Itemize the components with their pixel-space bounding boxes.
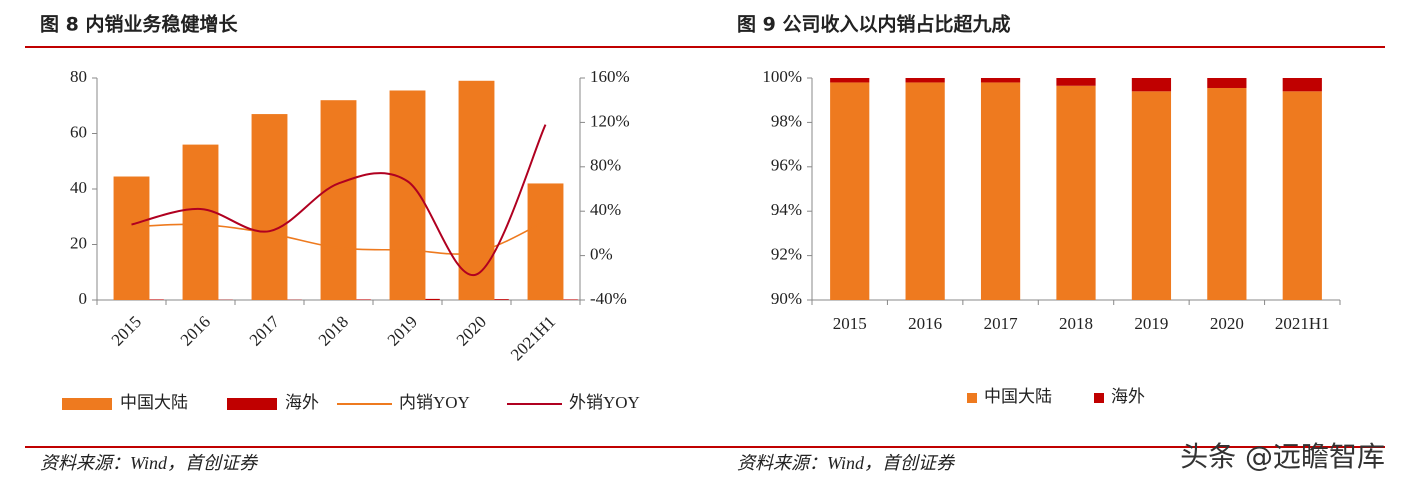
bar-segment <box>830 78 869 82</box>
bar <box>356 299 370 300</box>
y-tick-label: 94% <box>771 200 802 219</box>
legend-swatch <box>227 398 277 410</box>
y2-tick-label: 120% <box>590 111 630 130</box>
legend-label: 海外 <box>285 393 319 412</box>
legend-swatch <box>967 393 977 403</box>
y2-tick-label: 40% <box>590 200 621 219</box>
chart-title: 图 9 公司收入以内销占比超九成 <box>737 13 1010 36</box>
bar-segment <box>1207 88 1246 300</box>
y-tick-label: 96% <box>771 156 802 175</box>
x-tick-label: 2016 <box>177 312 214 349</box>
y2-tick-label: 0% <box>590 245 613 264</box>
bar <box>183 145 219 300</box>
bar <box>252 114 288 300</box>
bar-segment <box>981 78 1020 82</box>
legend-label: 中国大陆 <box>984 387 1052 406</box>
y-tick-label: 0 <box>79 289 88 308</box>
y-tick-label: 40 <box>70 178 87 197</box>
y-tick-label: 98% <box>771 111 802 130</box>
bar <box>459 81 495 300</box>
legend-label: 海外 <box>1111 387 1145 406</box>
x-tick-label: 2018 <box>1059 314 1093 333</box>
bar-segment <box>1283 91 1322 300</box>
bar-segment <box>1207 78 1246 88</box>
x-tick-label: 2020 <box>1210 314 1244 333</box>
bar-segment <box>1056 86 1095 300</box>
bar <box>528 183 564 300</box>
legend-label: 中国大陆 <box>120 393 188 412</box>
bar <box>494 299 508 300</box>
x-tick-label: 2016 <box>908 314 942 333</box>
y-tick-label: 100% <box>762 67 802 86</box>
y-tick-label: 20 <box>70 233 87 252</box>
x-tick-label: 2020 <box>453 312 490 349</box>
y2-tick-label: 160% <box>590 67 630 86</box>
bar <box>149 299 163 300</box>
bar <box>425 299 439 300</box>
x-tick-label: 2015 <box>833 314 867 333</box>
bar-segment <box>906 82 945 300</box>
bar <box>114 177 150 300</box>
source: 资料来源：Wind，首创证券 <box>40 453 259 473</box>
legend-label: 内销YOY <box>399 393 470 412</box>
bar-segment <box>830 82 869 300</box>
bar-segment <box>906 78 945 82</box>
bar-segment <box>1132 91 1171 300</box>
y2-tick-label: -40% <box>590 289 627 308</box>
x-tick-label: 2019 <box>1134 314 1168 333</box>
y-tick-label: 80 <box>70 67 87 86</box>
bar-segment <box>1283 78 1322 91</box>
x-tick-label: 2021H1 <box>507 312 559 364</box>
bar-segment <box>981 82 1020 300</box>
y2-tick-label: 80% <box>590 156 621 175</box>
y-tick-label: 60 <box>70 122 87 141</box>
x-tick-label: 2017 <box>984 314 1019 333</box>
bar <box>563 299 577 300</box>
chart-title: 图 8 内销业务稳健增长 <box>40 13 238 36</box>
x-tick-label: 2017 <box>246 312 284 350</box>
legend-swatch <box>62 398 112 410</box>
bar-segment <box>1132 78 1171 91</box>
x-tick-label: 2018 <box>315 312 352 349</box>
x-tick-label: 2021H1 <box>1275 314 1330 333</box>
y-tick-label: 92% <box>771 245 802 264</box>
watermark: 头条 @远瞻智库 <box>1180 440 1385 473</box>
y-tick-label: 90% <box>771 289 802 308</box>
legend-label: 外销YOY <box>569 393 640 412</box>
x-tick-label: 2015 <box>108 312 145 349</box>
source: 资料来源：Wind，首创证券 <box>737 453 956 473</box>
bar-segment <box>1056 78 1095 86</box>
x-tick-label: 2019 <box>384 312 421 349</box>
bar <box>321 100 357 300</box>
legend-swatch <box>1094 393 1104 403</box>
